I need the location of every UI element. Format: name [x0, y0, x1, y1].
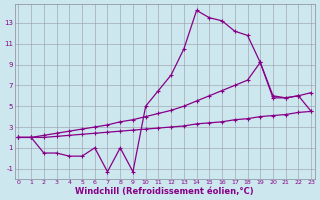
X-axis label: Windchill (Refroidissement éolien,°C): Windchill (Refroidissement éolien,°C) [76, 187, 254, 196]
